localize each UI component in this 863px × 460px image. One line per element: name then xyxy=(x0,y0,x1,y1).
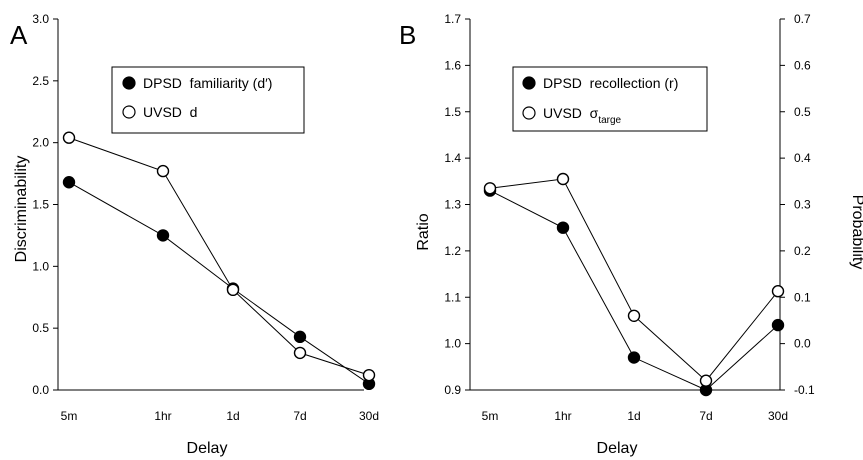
panel-a-legend-box xyxy=(111,66,305,134)
panel-b-y-axis-label: Ratio xyxy=(415,213,432,250)
panel-a-y-tick-label: 1.0 xyxy=(32,259,49,273)
panel-b-y-tick-label: 1.3 xyxy=(444,198,461,212)
panel-b-x-tick-label: 30d xyxy=(768,409,788,423)
panel-b-x-tick-label: 5m xyxy=(482,409,499,423)
panel-a-y-tick-label: 3.0 xyxy=(32,12,49,26)
panel-b-y-right-tick-label: 0.2 xyxy=(794,244,811,258)
panel-b-y-tick-label: 1.2 xyxy=(444,244,461,258)
panel-a-series-1-point xyxy=(293,346,307,360)
panel-b-y-tick-label: 1.0 xyxy=(444,337,461,351)
panel-a-x-tick-label: 7d xyxy=(293,409,306,423)
panel-b-x-tick-label: 1hr xyxy=(554,409,571,423)
panel-a-y-tick-label: 0.0 xyxy=(32,383,49,397)
panel-b-y-tick-label: 0.9 xyxy=(444,383,461,397)
panel-a-series xyxy=(62,131,376,391)
panel-b-series-1-point xyxy=(556,172,570,186)
panel-b-series-1-point xyxy=(627,309,641,322)
panel-a-series-1-line xyxy=(68,137,370,376)
panel-a-series-1-point xyxy=(226,283,240,297)
panel-a-y-tick-label: 1.5 xyxy=(32,198,49,212)
panel-b-x-tick-label: 7d xyxy=(699,409,712,423)
panel-b-legend-marker-filled xyxy=(522,76,536,90)
panel-a-y-tick-label: 2.0 xyxy=(32,136,49,150)
panel-a-legend-marker-filled xyxy=(122,76,136,90)
panel-a-x-tick-label: 1hr xyxy=(154,409,171,423)
panel-b-series-0-point xyxy=(627,351,641,364)
panel-a-legend-marker-open xyxy=(122,105,136,119)
panel-b-series-1-line xyxy=(489,178,779,382)
panel-a-series-0-point xyxy=(62,176,76,189)
panel-a-legend-label-0: DPSD familiarity (d′) xyxy=(143,75,272,91)
panel-b-y-tick-label: 1.5 xyxy=(444,105,461,119)
panel-b-legend-label-0: DPSD recollection (r) xyxy=(543,75,678,91)
panel-b-y-right-tick-label: 0.7 xyxy=(794,12,811,26)
panel-b-y-tick-label: 1.6 xyxy=(444,58,461,72)
panel-a-y-tick-label: 2.5 xyxy=(32,74,49,88)
panel-b-y-right-tick-label: -0.1 xyxy=(794,383,815,397)
panel-a-x-axis-label: Delay xyxy=(187,440,228,457)
panel-a-x-tick-label: 5m xyxy=(61,409,78,423)
panel-b-series-0-point xyxy=(556,221,570,234)
panel-b-x-tick-label: 1d xyxy=(627,409,640,423)
panel-b-y-right-tick-label: 0.1 xyxy=(794,290,811,304)
panel-a-label: A xyxy=(10,20,28,50)
panel-b-y-tick-label: 1.7 xyxy=(444,12,461,26)
panel-b-axes: 0.9 1.0 1.1 1.2 1.3 1.4 1.5 1.6 1.7 -0.1 0.0 0.1 0.2… xyxy=(444,12,815,423)
panel-b-legend-label-1-sub: targe xyxy=(598,115,621,126)
panel-b-y-axis-label-right: Probability xyxy=(849,195,863,270)
panel-b: 0.9 1.0 1.1 1.2 1.3 1.4 1.5 1.6 1.7 -0.1 0.0 0.1 0.2… xyxy=(399,12,863,457)
panel-a-legend-label-1: UVSD d xyxy=(143,104,197,120)
panel-b-x-axis-label: Delay xyxy=(597,440,638,457)
panel-b-legend-label-1-main: UVSD σ xyxy=(543,105,599,121)
panel-b-legend-label-1: UVSD σtarge xyxy=(543,105,622,126)
panel-a-series-0-point xyxy=(156,229,170,242)
panel-b-series-0-point xyxy=(771,318,785,332)
panel-b-y-right-tick-label: 0.0 xyxy=(794,337,811,351)
panel-b-y-tick-label: 1.4 xyxy=(444,151,461,165)
panel-a-y-tick-label: 0.5 xyxy=(32,321,49,335)
panel-a-y-axis-label: Discriminability xyxy=(13,156,30,263)
panel-b-label: B xyxy=(399,20,416,50)
panel-a-series-0-line xyxy=(68,181,370,385)
panel-a-x-tick-label: 30d xyxy=(359,409,379,423)
panel-a: 0.0 0.5 1.0 1.5 2.0 2.5 3.0 5m 1hr 1d 7d 30d A Disc… xyxy=(10,12,379,457)
panel-a-series-1-point xyxy=(62,131,76,144)
panel-b-y-right-tick-label: 0.3 xyxy=(794,198,811,212)
panel-a-series-0-point xyxy=(293,330,307,344)
panel-a-x-tick-label: 1d xyxy=(226,409,239,423)
panel-b-series xyxy=(483,172,785,397)
panel-a-series-1-point xyxy=(362,368,376,382)
panel-b-y-right-tick-label: 0.4 xyxy=(794,151,811,165)
panel-b-y-right-tick-label: 0.6 xyxy=(794,58,811,72)
panel-b-series-1-point xyxy=(699,374,713,387)
panel-b-series-1-point xyxy=(483,182,497,195)
panel-a-axes: 0.0 0.5 1.0 1.5 2.0 2.5 3.0 5m 1hr 1d 7d 30d xyxy=(32,12,379,423)
panel-a-series-1-point xyxy=(156,164,170,178)
panel-b-y-right-tick-label: 0.5 xyxy=(794,105,811,119)
panel-b-series-1-point xyxy=(771,285,785,298)
panel-b-legend-box xyxy=(512,66,708,132)
panel-b-y-tick-label: 1.1 xyxy=(444,290,461,304)
panel-b-legend-marker-open xyxy=(522,106,536,120)
